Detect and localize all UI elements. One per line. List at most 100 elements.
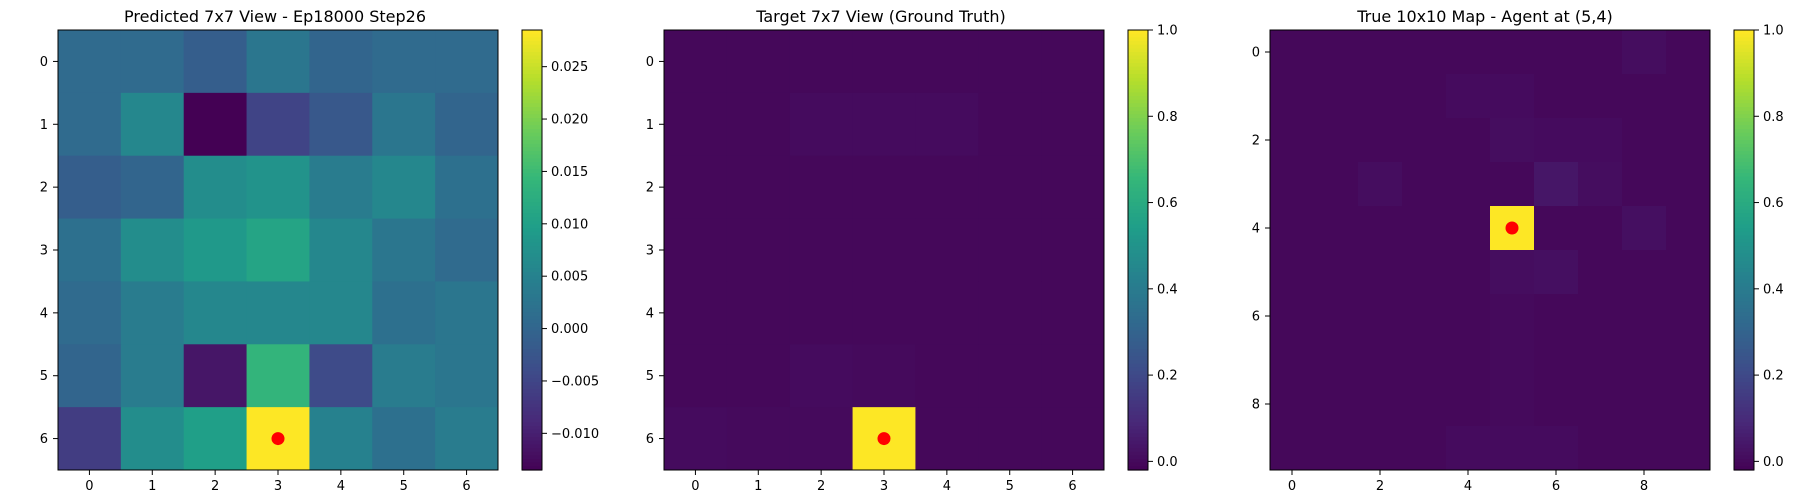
colorbar-frame bbox=[1127, 29, 1149, 471]
colorbar-segment bbox=[522, 231, 542, 236]
heatmap-cell bbox=[1666, 382, 1711, 427]
colorbar-segment bbox=[522, 437, 542, 442]
colorbar-segment bbox=[1128, 455, 1148, 460]
heatmap-cell bbox=[664, 281, 728, 345]
y-tick-label: 4 bbox=[40, 306, 48, 321]
colorbar-segment bbox=[1734, 367, 1754, 372]
colorbar-segment bbox=[522, 319, 542, 324]
heatmap-cell bbox=[309, 155, 373, 220]
colorbar-segment bbox=[522, 165, 542, 170]
heatmap-cell bbox=[309, 92, 373, 157]
colorbar-tick-label: −0.010 bbox=[551, 427, 599, 442]
colorbar-segment bbox=[1734, 74, 1754, 79]
colorbar-segment bbox=[1128, 400, 1148, 405]
heatmap-cell bbox=[58, 218, 122, 282]
colorbar-segment bbox=[1128, 85, 1148, 90]
heatmap-cell bbox=[1578, 30, 1623, 75]
colorbar-segment bbox=[1128, 363, 1148, 368]
colorbar-segment bbox=[1128, 308, 1148, 313]
colorbar-segment bbox=[1128, 327, 1148, 332]
heatmap-cell bbox=[1446, 250, 1491, 295]
colorbar-segment bbox=[1128, 176, 1148, 181]
colorbar-segment bbox=[1734, 279, 1754, 284]
colorbar-tick-label: 0.005 bbox=[551, 270, 588, 285]
colorbar-segment bbox=[1734, 341, 1754, 346]
heatmap-cell bbox=[1534, 206, 1579, 251]
heatmap-cell bbox=[852, 30, 916, 94]
heatmap-cell bbox=[1622, 382, 1667, 427]
heatmap-cell bbox=[309, 407, 373, 471]
colorbar-segment bbox=[1734, 437, 1754, 442]
colorbar-segment bbox=[1128, 81, 1148, 86]
colorbar-segment bbox=[522, 363, 542, 368]
colorbar-segment bbox=[1128, 151, 1148, 156]
colorbar-segment bbox=[1734, 294, 1754, 299]
heatmap-cell bbox=[1490, 294, 1535, 339]
heatmap-cell bbox=[915, 344, 979, 408]
colorbar-segment bbox=[1734, 371, 1754, 376]
heatmap-cell bbox=[789, 92, 854, 157]
heatmap-cell bbox=[1041, 218, 1105, 282]
colorbar-segment bbox=[1734, 118, 1754, 123]
heatmap-cell bbox=[435, 407, 499, 471]
heatmap-cell bbox=[1622, 118, 1667, 163]
heatmap-cell bbox=[1490, 162, 1535, 207]
heatmap-cell bbox=[1270, 30, 1315, 75]
heatmap-cell bbox=[1402, 162, 1447, 207]
colorbar-segment bbox=[1128, 444, 1148, 449]
colorbar-segment bbox=[522, 407, 542, 412]
colorbar-segment bbox=[1128, 165, 1148, 170]
colorbar-segment bbox=[522, 151, 542, 156]
heatmap-cell bbox=[1666, 118, 1711, 163]
heatmap-cell bbox=[1490, 338, 1535, 383]
colorbar-segment bbox=[1128, 114, 1148, 119]
colorbar-segment bbox=[522, 279, 542, 284]
colorbar-segment bbox=[1128, 437, 1148, 442]
colorbar-segment bbox=[1128, 268, 1148, 273]
colorbar-segment bbox=[1128, 110, 1148, 115]
colorbar-segment bbox=[522, 70, 542, 75]
heatmap-cell bbox=[1666, 426, 1711, 471]
colorbar-segment bbox=[522, 455, 542, 460]
colorbar-segment bbox=[1734, 312, 1754, 317]
colorbar-segment bbox=[1128, 341, 1148, 346]
colorbar-segment bbox=[1734, 30, 1754, 35]
x-tick-label: 0 bbox=[85, 479, 93, 494]
colorbar-segment bbox=[1128, 374, 1148, 379]
colorbar-segment bbox=[1734, 184, 1754, 189]
colorbar-tick-label: 1.0 bbox=[1763, 24, 1784, 39]
colorbar-segment bbox=[1734, 220, 1754, 225]
colorbar-segment bbox=[1128, 345, 1148, 350]
colorbar-segment bbox=[1734, 217, 1754, 222]
colorbar-segment bbox=[1128, 294, 1148, 299]
colorbar-segment bbox=[522, 352, 542, 357]
colorbar-segment bbox=[1734, 235, 1754, 240]
colorbar-segment bbox=[1734, 444, 1754, 449]
colorbar-segment bbox=[1128, 162, 1148, 167]
heatmap-cell bbox=[1358, 250, 1403, 295]
colorbar-segment bbox=[1128, 136, 1148, 141]
colorbar-segment bbox=[1734, 426, 1754, 431]
heatmap-cell bbox=[435, 30, 499, 94]
colorbar-segment bbox=[522, 92, 542, 97]
colorbar-segment bbox=[1128, 407, 1148, 412]
x-tick-label: 6 bbox=[1068, 479, 1076, 494]
colorbar-segment bbox=[1734, 418, 1754, 423]
heatmap-cell bbox=[1402, 338, 1447, 383]
heatmap-cell bbox=[372, 92, 436, 157]
colorbar-segment bbox=[1734, 85, 1754, 90]
colorbar-segment bbox=[1734, 165, 1754, 170]
colorbar-segment bbox=[522, 158, 542, 163]
colorbar-segment bbox=[1128, 48, 1148, 53]
heatmap-cell bbox=[183, 218, 248, 282]
colorbar-segment bbox=[1734, 305, 1754, 310]
colorbar-segment bbox=[1128, 92, 1148, 97]
colorbar-segment bbox=[1734, 459, 1754, 464]
colorbar-segment bbox=[1734, 257, 1754, 262]
colorbar-segment bbox=[1734, 462, 1754, 467]
colorbar-segment bbox=[1734, 283, 1754, 288]
colorbar-segment bbox=[1128, 198, 1148, 203]
colorbar-segment bbox=[1734, 48, 1754, 53]
colorbar-segment bbox=[1734, 173, 1754, 178]
colorbar-segment bbox=[1734, 301, 1754, 306]
